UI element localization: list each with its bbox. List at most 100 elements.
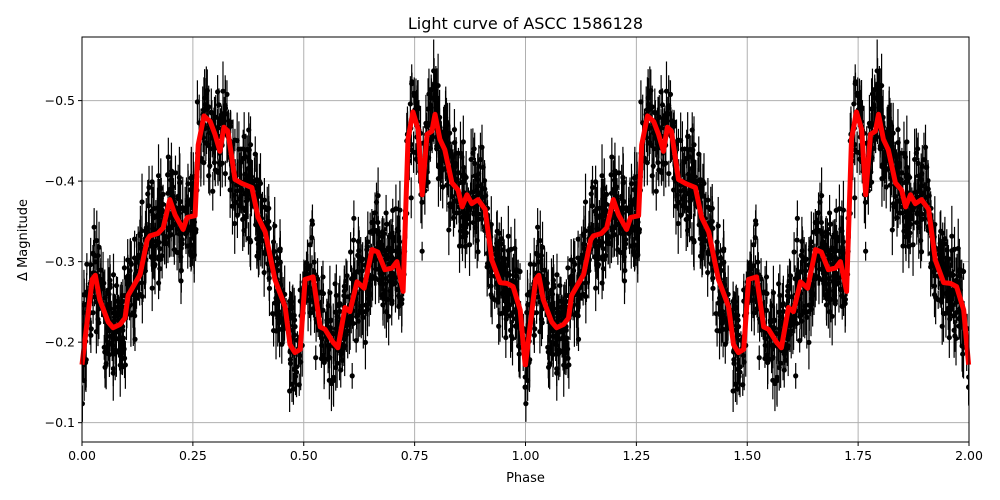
data-point	[470, 150, 476, 156]
data-point	[779, 303, 785, 309]
data-point	[120, 298, 126, 305]
data-point	[309, 221, 316, 227]
data-point	[383, 309, 390, 315]
data-point	[592, 208, 598, 214]
data-point	[663, 88, 670, 94]
data-point	[537, 329, 543, 335]
data-point	[114, 304, 121, 310]
data-point	[750, 290, 756, 296]
data-point	[150, 244, 156, 250]
data-point	[804, 314, 810, 320]
data-point	[882, 167, 889, 173]
data-point	[347, 314, 353, 320]
data-point	[566, 362, 572, 368]
data-point	[498, 241, 504, 247]
data-point	[211, 159, 218, 166]
data-point	[303, 260, 310, 266]
data-point	[310, 305, 317, 312]
data-point	[575, 255, 581, 261]
data-point	[109, 341, 115, 348]
data-point	[874, 68, 880, 74]
data-point	[162, 237, 168, 244]
data-point	[174, 226, 180, 233]
data-point	[222, 170, 228, 177]
data-point	[431, 68, 437, 74]
data-point	[439, 167, 445, 173]
data-point	[158, 193, 164, 199]
data-point	[899, 170, 905, 176]
data-point	[485, 260, 491, 267]
data-point	[90, 250, 96, 256]
data-point	[635, 226, 641, 233]
data-point	[274, 297, 280, 304]
data-point	[375, 231, 381, 237]
data-point	[132, 336, 138, 342]
data-point	[714, 327, 720, 334]
data-point	[210, 188, 216, 194]
data-point	[149, 285, 155, 291]
data-point	[84, 261, 90, 267]
data-point	[918, 249, 925, 255]
data-point	[113, 349, 120, 355]
data-point	[581, 246, 588, 252]
data-point	[118, 344, 124, 350]
data-point	[755, 259, 761, 265]
data-point	[542, 267, 548, 273]
data-point	[217, 161, 224, 167]
data-point	[120, 335, 126, 341]
data-point	[397, 295, 403, 301]
data-point	[380, 229, 386, 235]
data-point	[150, 215, 156, 221]
data-point	[311, 259, 317, 265]
data-point	[469, 189, 475, 195]
data-point	[614, 222, 620, 228]
data-point	[952, 333, 958, 339]
data-point	[339, 357, 345, 363]
data-point	[443, 118, 450, 124]
data-point	[752, 235, 758, 241]
data-point	[912, 189, 919, 195]
data-point	[82, 377, 87, 384]
data-point	[557, 282, 563, 289]
data-point	[770, 377, 776, 383]
data-point	[731, 357, 737, 363]
data-point	[778, 360, 784, 366]
data-point	[425, 179, 431, 185]
data-point	[100, 279, 106, 285]
data-point	[770, 290, 777, 296]
data-point	[482, 186, 488, 192]
data-point	[110, 272, 117, 278]
data-point	[609, 227, 615, 233]
data-point	[350, 320, 356, 327]
data-point	[355, 238, 361, 245]
data-point	[907, 174, 913, 181]
data-point	[872, 95, 878, 101]
data-point	[535, 259, 542, 265]
data-point	[565, 265, 571, 271]
data-point	[650, 163, 656, 169]
data-point	[740, 353, 746, 359]
data-point	[791, 249, 797, 255]
data-point	[926, 193, 932, 199]
data-point	[470, 219, 476, 226]
data-point	[325, 356, 331, 362]
data-point	[539, 244, 546, 250]
data-point	[113, 282, 120, 289]
data-point	[157, 208, 163, 214]
data-point	[309, 235, 315, 241]
data-point	[863, 248, 869, 254]
data-point	[949, 233, 955, 239]
data-point	[111, 318, 117, 324]
data-point	[953, 277, 959, 284]
data-point	[794, 320, 800, 327]
data-point	[122, 362, 128, 368]
data-point	[806, 339, 812, 346]
data-point	[93, 329, 99, 335]
data-point	[756, 355, 762, 361]
data-point	[543, 279, 549, 285]
data-point	[146, 184, 152, 191]
data-point	[690, 147, 696, 153]
data-point	[95, 253, 101, 259]
data-point	[297, 353, 303, 359]
data-point	[867, 123, 873, 130]
